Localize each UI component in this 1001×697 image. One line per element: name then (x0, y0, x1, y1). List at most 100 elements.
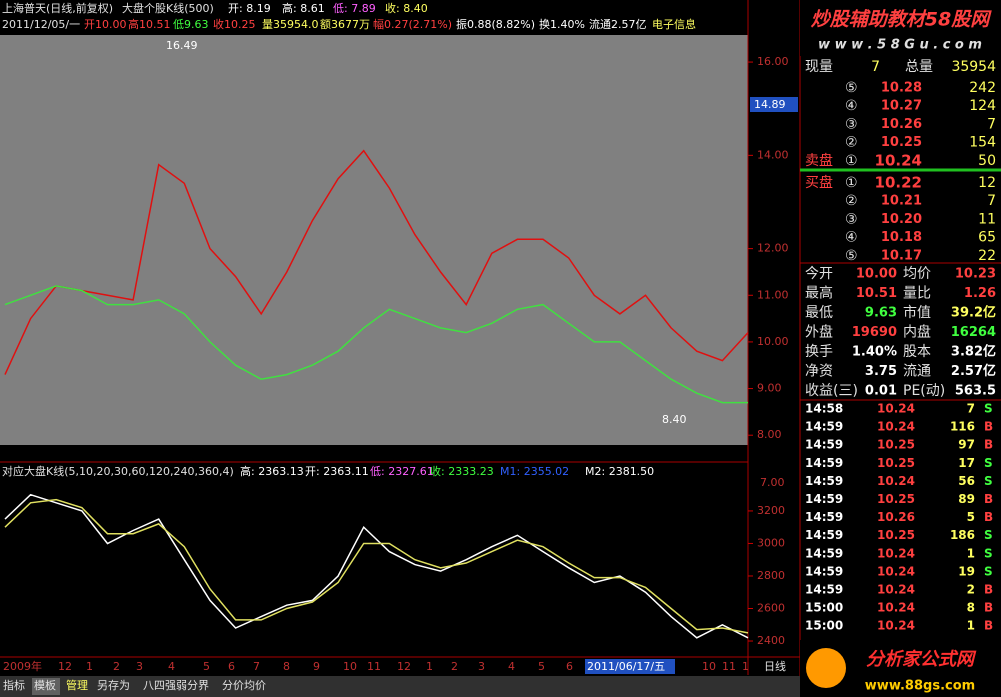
time-label: 7 (253, 660, 260, 673)
tick-time: 14:59 (805, 528, 843, 542)
order-price: 10.18 (881, 230, 922, 245)
stat-value: 39.2亿 (951, 305, 996, 321)
stat-value: 563.5 (955, 384, 996, 399)
logo-title: 炒股辅助教材58股网 (811, 9, 992, 31)
header-item: 低: 7.89 (333, 2, 376, 15)
tick-side: B (984, 438, 993, 452)
time-label: 10 (343, 660, 357, 673)
tick-side: B (984, 583, 993, 597)
stat-label: 最低 (805, 305, 833, 321)
tick-side: B (984, 510, 993, 524)
stat-label: 流通 (903, 364, 931, 380)
order-volume: 50 (978, 153, 996, 169)
time-label: 2 (113, 660, 120, 673)
time-label: 12 (58, 660, 72, 673)
tab[interactable]: 八四强弱分界 (143, 679, 209, 692)
time-label: 1 (86, 660, 93, 673)
stat-label: PE(动) (903, 383, 945, 399)
tick-price: 10.25 (877, 438, 915, 452)
stat-value: 0.01 (865, 384, 897, 399)
order-price: 10.17 (881, 248, 922, 263)
tick-time: 14:59 (805, 492, 843, 506)
stat-value: 10.51 (856, 286, 897, 301)
stat-label: 换手 (805, 343, 833, 360)
stat-value: 16264 (951, 325, 996, 340)
tab[interactable]: 模板 (34, 678, 56, 692)
tab-bar (0, 676, 800, 697)
tab[interactable]: 分价均价 (222, 679, 266, 692)
price-marker (750, 97, 798, 112)
y-tick-label: 14.00 (757, 148, 789, 161)
header-item: 振0.88(8.82%) (456, 17, 535, 31)
buy-label: 买盘 (805, 174, 833, 191)
header-item: 流通2.57亿 (589, 17, 647, 31)
stat-value: 9.63 (865, 306, 897, 321)
stat-value: 1.40% (852, 345, 897, 360)
tick-side: S (984, 474, 993, 488)
time-label: 3 (478, 660, 485, 673)
header-item: 高10.51 (128, 17, 171, 31)
time-label: 8 (283, 660, 290, 673)
order-volume: 65 (978, 230, 996, 246)
time-label: 9 (313, 660, 320, 673)
lower-extra: 7.00 (760, 476, 785, 489)
tick-price: 10.24 (877, 474, 915, 488)
stat-value: 2.57亿 (951, 363, 996, 379)
tick-side: S (984, 456, 993, 470)
order-level: ④ (845, 98, 858, 114)
time-label: 2009年 (3, 659, 42, 673)
y-tick-label: 2800 (757, 569, 785, 582)
y-tick-label: 3200 (757, 504, 785, 517)
order-volume: 124 (969, 98, 996, 114)
header-item: 幅0.27(2.71%) (373, 18, 452, 31)
stat-label: 今开 (805, 266, 833, 282)
tick-volume: 5 (967, 510, 975, 524)
logo-url: w w w . 5 8 G u . c o m (818, 38, 982, 53)
time-label: 11 (367, 660, 381, 673)
order-level: ① (845, 153, 858, 169)
header-item: 开10.00 (84, 18, 127, 31)
stat-value: 3.82亿 (951, 344, 996, 360)
tick-side: S (984, 564, 993, 578)
order-level: ⑤ (845, 248, 858, 264)
tick-time: 14:59 (805, 438, 843, 452)
lower-stat: 低: 2327.61 (370, 465, 434, 478)
order-level: ⑤ (845, 80, 858, 96)
tick-volume: 19 (958, 564, 975, 578)
stat-value: 3.75 (865, 364, 897, 379)
lower-title: 对应大盘K线(5,10,20,30,60,120,240,360,4) (2, 464, 234, 478)
header-item: 上海普天(日线,前复权) (2, 1, 113, 15)
tick-time: 14:59 (805, 420, 843, 434)
tick-price: 10.24 (877, 546, 915, 560)
tick-price: 10.25 (877, 492, 915, 506)
tick-price: 10.25 (877, 456, 915, 470)
tab[interactable]: 指标 (3, 678, 25, 692)
low-label: 8.40 (662, 413, 687, 426)
value: 7 (871, 59, 880, 75)
order-volume: 7 (987, 116, 996, 132)
tick-volume: 97 (958, 438, 975, 452)
order-level: ② (845, 135, 858, 151)
tick-volume: 56 (958, 474, 975, 488)
order-volume: 7 (987, 193, 996, 209)
tick-time: 14:59 (805, 474, 843, 488)
order-level: ③ (845, 211, 858, 227)
tick-price: 10.25 (877, 528, 915, 542)
sell-label: 卖盘 (805, 152, 833, 169)
header-item: 高: 8.61 (282, 1, 325, 15)
order-price: 10.24 (875, 151, 922, 169)
tab[interactable]: 另存为 (97, 678, 130, 692)
stat-label: 量比 (903, 286, 931, 302)
ma-line (4, 149, 749, 375)
tick-side: S (984, 546, 993, 560)
tab[interactable]: 管理 (66, 678, 88, 692)
tick-price: 10.24 (877, 564, 915, 578)
order-level: ③ (845, 116, 858, 132)
tick-time: 14:59 (805, 564, 843, 578)
tick-volume: 2 (967, 583, 975, 597)
order-volume: 242 (969, 80, 996, 96)
time-label: 2011/06/17/五 (587, 660, 665, 673)
header-item: 额3677万 (320, 18, 370, 31)
stat-value: 1.26 (964, 286, 996, 301)
tick-price: 10.24 (877, 601, 915, 615)
